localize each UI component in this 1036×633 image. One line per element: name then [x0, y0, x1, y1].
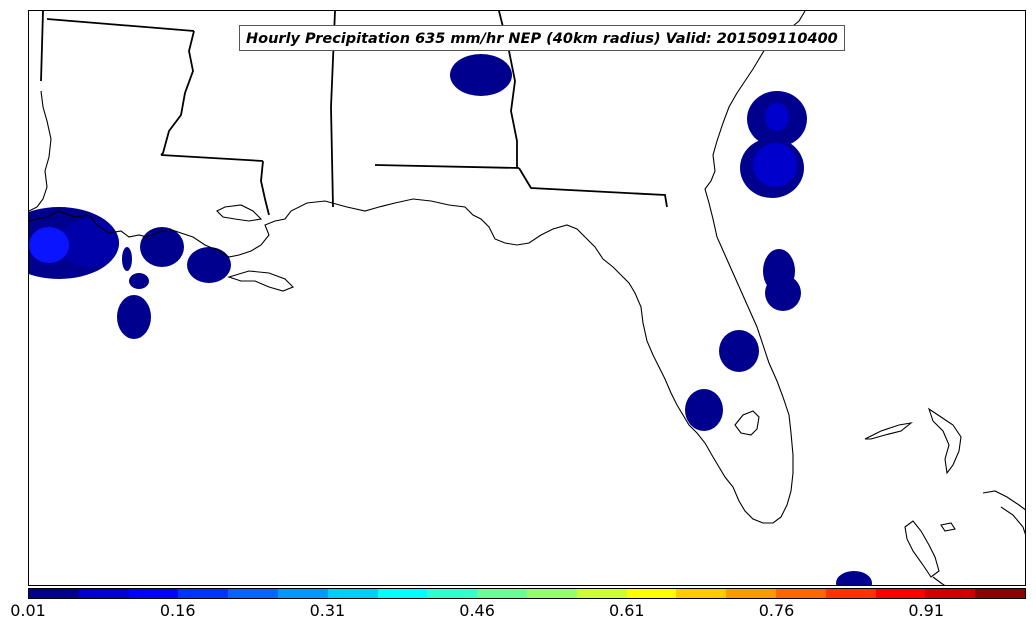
- colorbar-segment: [975, 589, 1025, 598]
- precip-area: [187, 247, 231, 283]
- colorbar-segment: [576, 589, 627, 598]
- colorbar-segment: [427, 589, 478, 598]
- colorbar: [28, 588, 1026, 599]
- colorbar-tick-labels: 0.01 0.16 0.31 0.46 0.61 0.76 0.91: [10, 599, 1026, 633]
- precip-area: [765, 275, 801, 311]
- coastline: [29, 11, 1025, 585]
- colorbar-tick-label: 0.61: [608, 601, 645, 620]
- colorbar-tick-label: 0.31: [309, 601, 346, 620]
- precip-area: [129, 273, 149, 289]
- colorbar-tick-label: 0.16: [159, 601, 196, 620]
- colorbar-segment: [377, 589, 428, 598]
- map-canvas: [29, 11, 1025, 585]
- colorbar-segment: [875, 589, 926, 598]
- colorbar-segment: [526, 589, 577, 598]
- precip-area: [29, 227, 69, 263]
- map-title: Hourly Precipitation 635 mm/hr NEP (40km…: [239, 25, 845, 51]
- colorbar-segment: [726, 589, 776, 598]
- colorbar-segment: [477, 589, 527, 598]
- colorbar-tick-label: 0.01: [10, 601, 46, 620]
- precip-area: [140, 227, 184, 267]
- colorbar-segment: [228, 589, 278, 598]
- precip-areas: [29, 54, 872, 585]
- precip-area: [122, 247, 132, 271]
- precip-area: [765, 103, 789, 131]
- precip-area: [719, 330, 759, 372]
- colorbar-segment: [775, 589, 826, 598]
- colorbar-tick-label: 0.91: [908, 601, 944, 620]
- colorbar-segment: [327, 589, 378, 598]
- colorbar-segment: [29, 589, 79, 598]
- precip-area: [59, 219, 119, 267]
- colorbar-tick-label: 0.46: [459, 601, 495, 620]
- colorbar-segment: [128, 589, 179, 598]
- colorbar-segment: [178, 589, 229, 598]
- map-panel: Hourly Precipitation 635 mm/hr NEP (40km…: [28, 10, 1026, 586]
- colorbar-segment: [676, 589, 727, 598]
- precip-area: [117, 295, 151, 339]
- colorbar-segment: [626, 589, 677, 598]
- colorbar-segment: [925, 589, 976, 598]
- precip-area: [450, 54, 512, 96]
- precip-area: [836, 571, 872, 585]
- precip-area: [753, 143, 797, 187]
- colorbar-segment: [78, 589, 129, 598]
- colorbar-tick-label: 0.76: [758, 601, 795, 620]
- precip-area: [685, 389, 723, 431]
- colorbar-segment: [825, 589, 876, 598]
- colorbar-segment: [277, 589, 328, 598]
